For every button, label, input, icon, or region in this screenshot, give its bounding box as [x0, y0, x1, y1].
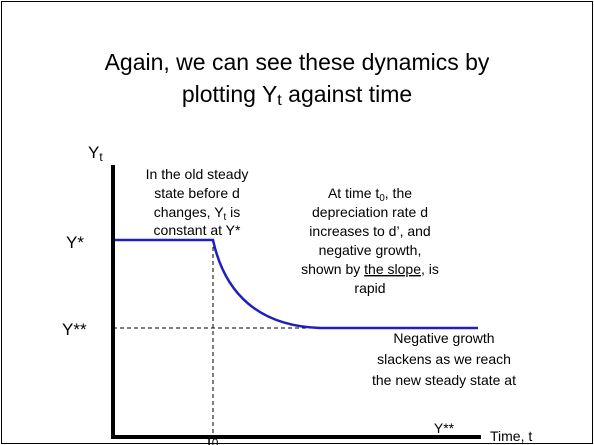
annotation-line: state before d [154, 185, 240, 201]
annotation-line: depreciation rate d [312, 204, 428, 220]
annotation-text: changes, Y [154, 204, 224, 220]
label-subscript: t [99, 150, 103, 164]
annotation-line: changes, Yt is [154, 204, 241, 223]
annotation-line: increases to d’, and [309, 223, 430, 239]
annotation-text: shown by [301, 261, 364, 277]
y-star-label: Y* [66, 233, 84, 252]
title-line: Again, we can see these dynamics by [105, 49, 490, 75]
annotation-line: Y** [434, 420, 455, 436]
output-path [115, 238, 478, 330]
annotation-line: slackens as we reach [377, 351, 511, 367]
annotation: Negative growth slackens as we reach the… [372, 330, 516, 436]
annotation-subscript: t [224, 212, 227, 223]
annotation: At time t0, the depreciation rate d incr… [301, 185, 439, 296]
annotation-line: Negative growth [393, 330, 494, 346]
annotation-text: is [226, 204, 240, 220]
x-axis-label: Time, t [490, 428, 532, 444]
label-text: Y [88, 143, 99, 162]
y-axis-label: Yt [88, 143, 103, 164]
label-text: t [207, 432, 212, 445]
annotation-line: In the old steady [146, 166, 249, 182]
annotation-line: rapid [354, 280, 385, 296]
annotation-line: At time t0, the [328, 185, 412, 204]
y-star-star-label: Y** [62, 320, 87, 339]
annotation-subscript: 0 [379, 193, 385, 204]
title-text: Again, we can see these dynamics by [105, 49, 490, 75]
annotation-line: negative growth, [319, 242, 422, 258]
label-subscript: 0 [212, 436, 219, 445]
annotation: In the old steady state before d changes… [146, 166, 249, 238]
t0-label: t0 [207, 432, 219, 445]
title-subscript: t [277, 91, 282, 109]
annotation-text: , the [385, 185, 412, 201]
annotation-line: shown by the slope, is [301, 261, 439, 277]
title-text: plotting Y [182, 81, 277, 107]
annotation-text: , is [421, 261, 439, 277]
title-line: plotting Yt against time [182, 81, 412, 109]
annotation-text: At time t [328, 185, 379, 201]
title-text: against time [282, 81, 412, 107]
annotation-line: the new steady state at [372, 372, 516, 388]
annotation-line: constant at Y* [154, 222, 241, 238]
annotation-underlined: the slope [364, 261, 421, 277]
